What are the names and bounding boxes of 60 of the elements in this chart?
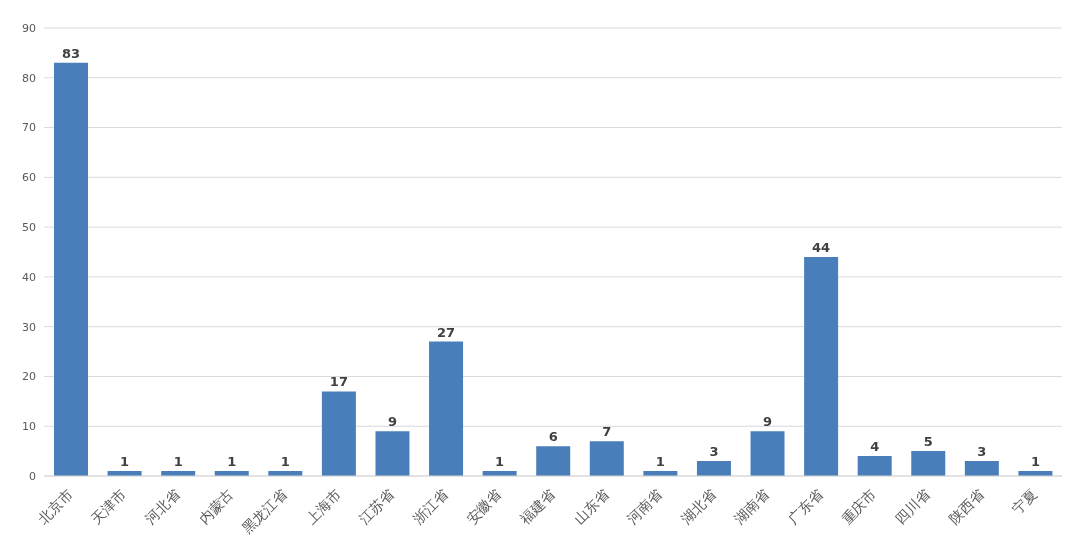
bar <box>750 431 785 476</box>
data-label: 9 <box>763 414 773 430</box>
data-label: 1 <box>227 454 237 470</box>
data-label: 1 <box>120 454 130 470</box>
y-tick-label: 40 <box>22 270 36 284</box>
data-label: 4 <box>870 439 880 455</box>
data-label: 44 <box>812 239 831 255</box>
y-tick-label: 90 <box>22 21 36 35</box>
bar <box>429 341 464 476</box>
data-label: 3 <box>977 444 987 460</box>
x-tick-label: 内蒙古 <box>195 485 237 527</box>
x-tick-label: 陕西省 <box>945 485 987 527</box>
bar <box>804 256 839 476</box>
bar <box>536 446 571 476</box>
x-tick-label: 上海市 <box>302 485 344 527</box>
x-tick-label: 黑龙江省 <box>239 485 291 537</box>
x-tick-label: 浙江省 <box>409 485 451 527</box>
x-tick-label: 安徽省 <box>463 485 505 527</box>
x-tick-label: 河北省 <box>141 485 183 527</box>
data-label: 3 <box>709 444 719 460</box>
data-label: 1 <box>280 454 290 470</box>
bar <box>321 391 356 476</box>
x-tick-label: 北京市 <box>34 485 76 527</box>
x-tick-label: 湖北省 <box>677 485 719 527</box>
bar <box>375 431 410 476</box>
bar <box>589 441 624 476</box>
bar <box>911 451 946 476</box>
data-label: 7 <box>602 424 612 440</box>
bar <box>857 456 892 476</box>
y-tick-label: 50 <box>22 221 36 235</box>
data-label: 17 <box>329 374 348 390</box>
x-tick-label: 重庆市 <box>838 485 880 527</box>
data-label: 6 <box>548 429 558 445</box>
x-tick-label: 宁夏 <box>1009 485 1041 517</box>
x-tick-label: 福建省 <box>516 485 558 527</box>
data-label: 1 <box>173 454 183 470</box>
data-label: 1 <box>1030 454 1040 470</box>
data-label: 1 <box>495 454 505 470</box>
x-tick-label: 四川省 <box>891 485 933 527</box>
x-tick-label: 天津市 <box>88 485 130 527</box>
bar <box>54 62 88 476</box>
y-tick-label: 10 <box>22 420 36 434</box>
y-tick-label: 0 <box>29 469 36 483</box>
y-tick-label: 70 <box>22 121 36 135</box>
y-tick-label: 30 <box>22 320 36 334</box>
x-tick-label: 山东省 <box>570 485 612 527</box>
data-label: 1 <box>655 454 665 470</box>
bar <box>696 461 731 476</box>
x-tick-label: 河南省 <box>624 485 666 527</box>
x-tick-label: 湖南省 <box>731 485 773 527</box>
data-label: 9 <box>387 414 397 430</box>
data-label: 83 <box>61 45 81 61</box>
y-tick-label: 60 <box>22 171 36 185</box>
x-tick-label: 广东省 <box>784 485 826 527</box>
y-tick-label: 80 <box>22 71 36 85</box>
y-tick-label: 20 <box>22 370 36 384</box>
data-label: 5 <box>923 434 933 450</box>
data-label: 27 <box>437 324 456 340</box>
bar <box>964 461 999 476</box>
x-tick-label: 江苏省 <box>356 485 398 527</box>
